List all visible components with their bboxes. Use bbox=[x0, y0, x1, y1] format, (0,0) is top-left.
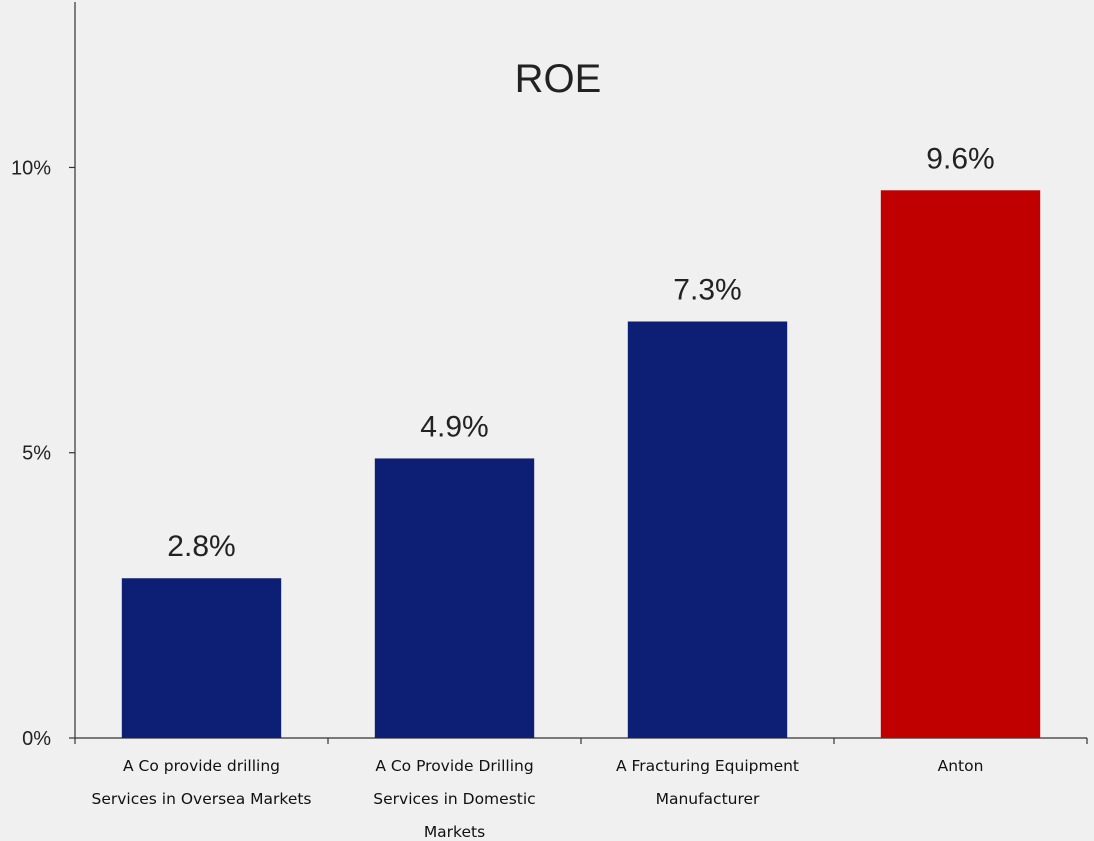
bar-group bbox=[121, 190, 1041, 739]
bar bbox=[121, 578, 282, 738]
x-category-label: Markets bbox=[424, 823, 485, 841]
bar bbox=[627, 321, 788, 738]
data-label: 4.9% bbox=[420, 410, 488, 443]
x-category-label: A Fracturing Equipment bbox=[616, 757, 799, 775]
bar bbox=[374, 458, 535, 738]
y-tick-label: 10% bbox=[11, 157, 51, 179]
x-category-label: Services in Oversea Markets bbox=[91, 790, 311, 808]
x-category-label: Services in Domestic bbox=[373, 790, 535, 808]
x-category-label: A Co Provide Drilling bbox=[375, 757, 533, 775]
data-label: 2.8% bbox=[167, 530, 235, 563]
x-category-label: Anton bbox=[938, 757, 984, 775]
data-label: 9.6% bbox=[926, 142, 994, 175]
y-tick-label: 5% bbox=[22, 443, 51, 465]
x-category-label: A Co provide drilling bbox=[123, 757, 280, 775]
y-tick-label: 0% bbox=[22, 728, 51, 750]
x-category-label: Manufacturer bbox=[656, 790, 760, 808]
chart-title: ROE bbox=[515, 57, 602, 101]
bar bbox=[880, 190, 1041, 739]
data-label-group: 2.8% 4.9% 7.3% 9.6% bbox=[167, 142, 994, 563]
y-axis-ticks: 0% 5% 10% bbox=[11, 157, 75, 750]
x-axis-category-labels: A Co provide drilling Services in Oversea… bbox=[91, 757, 983, 841]
data-label: 7.3% bbox=[673, 274, 741, 307]
